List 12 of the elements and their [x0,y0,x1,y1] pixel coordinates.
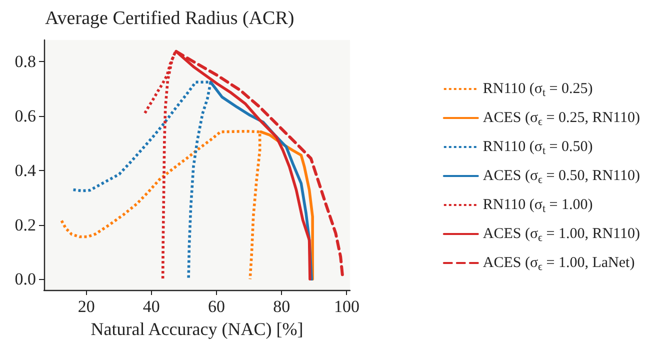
x-axis-title: Natural Accuracy (NAC) [%] [90,319,304,339]
y-tick-label: 0.0 [14,270,36,289]
x-tick-label: 100 [334,297,360,316]
y-tick-label: 0.4 [14,160,36,180]
y-tick-label: 0.6 [14,106,36,126]
y-tick-label: 0.2 [14,215,36,234]
x-tick-label: 40 [142,297,160,316]
x-tick-label: 60 [208,297,226,316]
x-tick-label: 20 [78,297,95,316]
y-tick-label: 0.8 [14,52,36,72]
x-tick-label: 80 [273,297,290,316]
chart-title: Average Certified Radius (ACR) [45,8,294,29]
